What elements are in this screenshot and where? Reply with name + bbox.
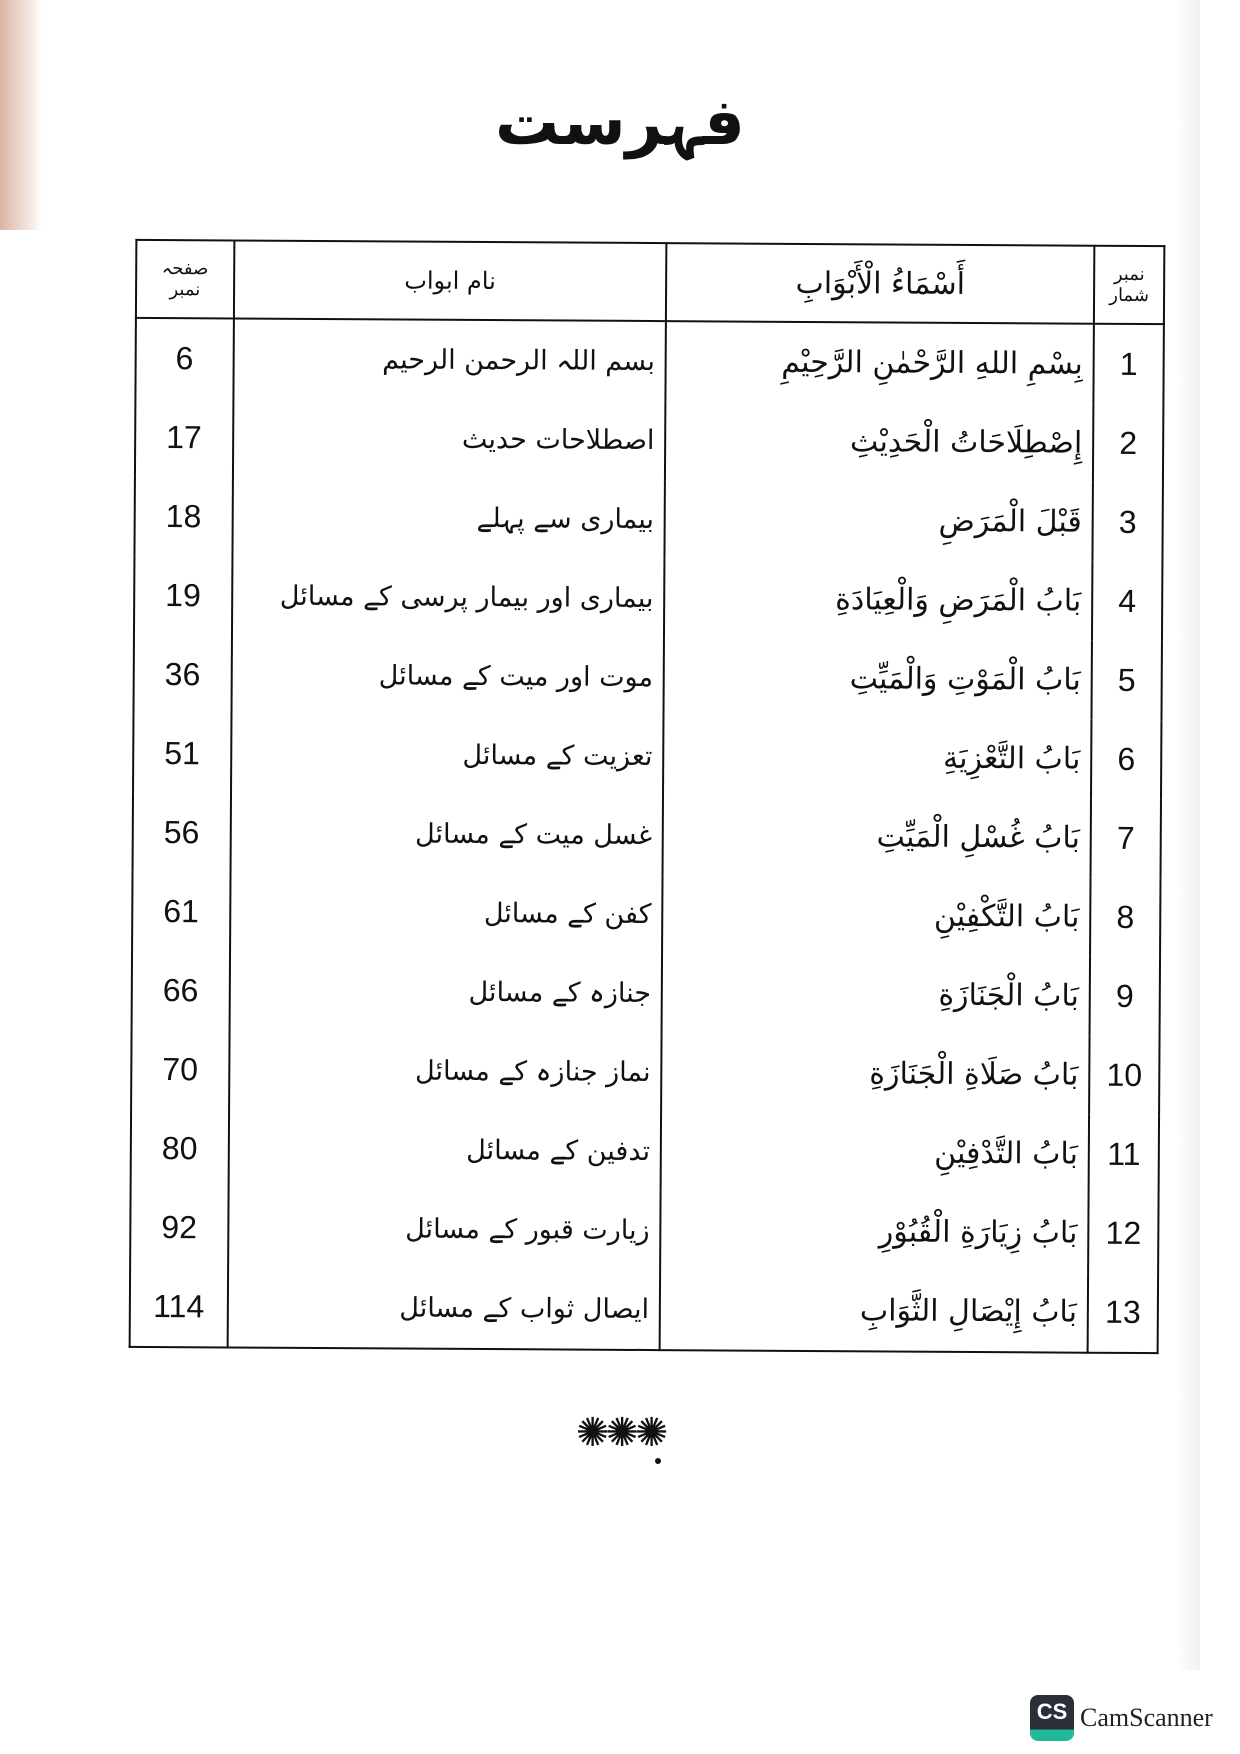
serial-cell: 6 bbox=[1091, 719, 1162, 800]
page-number-cell: 18 bbox=[134, 476, 233, 557]
arabic-title-cell: إِصْطِلَاحَاتُ الْحَدِيْثِ bbox=[665, 401, 1094, 483]
page-number-cell: 17 bbox=[134, 397, 234, 478]
scan-right-shadow bbox=[1176, 0, 1200, 1670]
serial-cell: 7 bbox=[1090, 798, 1161, 879]
arabic-title-cell: بَابُ غُسْلِ الْمَيِّتِ bbox=[662, 796, 1092, 878]
page-number-cell: 66 bbox=[131, 950, 230, 1031]
urdu-title-cell: بسم اللہ الرحمن الرحیم bbox=[233, 318, 667, 402]
urdu-title-cell: تعزیت کے مسائل bbox=[230, 714, 664, 797]
serial-cell: 5 bbox=[1091, 640, 1162, 721]
urdu-title-cell: موت اور میت کے مسائل bbox=[231, 635, 665, 718]
page-number-cell: 92 bbox=[130, 1187, 229, 1268]
arabic-title-cell: قَبْلَ الْمَرَضِ bbox=[664, 480, 1094, 562]
arabic-title-cell: بَابُ زِيَارَةِ الْقُبُوْرِ bbox=[660, 1191, 1089, 1273]
table-row: 11 بَابُ التَّدْفِيْنِ تدفین کے مسائل 80 bbox=[130, 1108, 1160, 1195]
table-row: 5 بَابُ الْمَوْتِ وَالْمَيِّتِ موت اور میت… bbox=[133, 634, 1162, 721]
urdu-title-cell: زیارت قبور کے مسائل bbox=[227, 1188, 661, 1271]
header-page: صفحہ نمبر bbox=[135, 239, 235, 319]
arabic-title-cell: بَابُ الْمَوْتِ وَالْمَيِّتِ bbox=[663, 638, 1093, 720]
serial-cell: 11 bbox=[1088, 1114, 1160, 1195]
table-row: 8 بَابُ التَّكْفِيْنِ کفن کے مسائل 61 bbox=[132, 871, 1161, 958]
table-row: 1 بِسْمِ اللهِ الرَّحْمٰنِ الرَّحِيْمِ بسم… bbox=[135, 317, 1164, 405]
arabic-title-cell: بَابُ صَلَاةِ الْجَنَازَةِ bbox=[661, 1033, 1090, 1115]
page-number-cell: 70 bbox=[131, 1029, 230, 1110]
urdu-title-cell: اصطلاحات حدیث bbox=[232, 398, 666, 481]
serial-cell: 8 bbox=[1090, 877, 1161, 958]
table-row: 7 بَابُ غُسْلِ الْمَيِّتِ غسل میت کے مسائل… bbox=[132, 792, 1161, 879]
contents-table: نمبر شمار أَسْمَاءُ الْأَبْوَابِ نام ابو… bbox=[129, 239, 1166, 1354]
serial-cell: 4 bbox=[1092, 561, 1163, 642]
page-number-cell: 6 bbox=[135, 317, 234, 399]
urdu-title-cell: بیماری سے پہلے bbox=[232, 477, 666, 560]
arabic-title-cell: بَابُ التَّكْفِيْنِ bbox=[662, 875, 1091, 957]
serial-cell: 12 bbox=[1088, 1193, 1159, 1274]
arabic-title-cell: بَابُ التَّدْفِيْنِ bbox=[660, 1112, 1090, 1194]
urdu-title-cell: تدفین کے مسائل bbox=[228, 1109, 662, 1192]
table-row: 12 بَابُ زِيَارَةِ الْقُبُوْرِ زیارت قبور … bbox=[130, 1187, 1159, 1274]
camscanner-text: CamScanner bbox=[1080, 1703, 1213, 1732]
urdu-title-cell: ایصال ثواب کے مسائل bbox=[227, 1267, 661, 1351]
scan-edge-shadow bbox=[0, 0, 42, 230]
table-row: 3 قَبْلَ الْمَرَضِ بیماری سے پہلے 18 bbox=[134, 476, 1163, 563]
arabic-title-cell: بَابُ الْجَنَازَةِ bbox=[661, 954, 1091, 1036]
urdu-title-cell: غسل میت کے مسائل bbox=[230, 793, 664, 876]
camscanner-watermark: CS CamScanner bbox=[1030, 1695, 1213, 1741]
header-serial: نمبر شمار bbox=[1094, 245, 1165, 325]
arabic-title-cell: بَابُ التَّعْزِيَةِ bbox=[663, 717, 1092, 799]
page-number-cell: 36 bbox=[133, 634, 232, 715]
page-number-cell: 56 bbox=[132, 792, 231, 873]
urdu-title-cell: نماز جنازہ کے مسائل bbox=[228, 1030, 662, 1113]
page-title: فہرست bbox=[495, 86, 745, 160]
serial-cell: 2 bbox=[1093, 403, 1164, 484]
urdu-title-cell: بیماری اور بیمار پرسی کے مسائل bbox=[231, 556, 665, 639]
urdu-title-cell: جنازہ کے مسائل bbox=[229, 951, 663, 1034]
page-number-cell: 19 bbox=[133, 555, 233, 636]
ornament-stars: ✺✺✺ bbox=[575, 1410, 669, 1456]
scan-speck bbox=[655, 1458, 661, 1464]
page-number-cell: 80 bbox=[130, 1108, 229, 1189]
page-number-cell: 51 bbox=[133, 713, 232, 794]
serial-cell: 1 bbox=[1093, 323, 1164, 405]
serial-cell: 13 bbox=[1087, 1272, 1159, 1354]
table-row: 4 بَابُ الْمَرَضِ وَالْعِيَادَةِ بیماری او… bbox=[133, 555, 1163, 642]
page-number-cell: 114 bbox=[129, 1266, 228, 1348]
page-number-cell: 61 bbox=[132, 871, 231, 952]
header-urdu: نام ابواب bbox=[233, 240, 667, 322]
header-arabic: أَسْمَاءُ الْأَبْوَابِ bbox=[666, 243, 1095, 324]
serial-cell: 3 bbox=[1092, 482, 1163, 563]
camscanner-logo-icon: CS bbox=[1030, 1695, 1074, 1741]
arabic-title-cell: بِسْمِ اللهِ الرَّحْمٰنِ الرَّحِيْمِ bbox=[665, 321, 1095, 404]
table-row: 6 بَابُ التَّعْزِيَةِ تعزیت کے مسائل 51 bbox=[133, 713, 1162, 800]
serial-cell: 9 bbox=[1089, 956, 1161, 1037]
table-row: 10 بَابُ صَلَاةِ الْجَنَازَةِ نماز جنازہ ک… bbox=[131, 1029, 1160, 1116]
urdu-title-cell: کفن کے مسائل bbox=[229, 872, 663, 955]
arabic-title-cell: بَابُ الْمَرَضِ وَالْعِيَادَةِ bbox=[664, 559, 1093, 641]
table-row: 2 إِصْطِلَاحَاتُ الْحَدِيْثِ اصطلاحات حدیث… bbox=[134, 397, 1164, 484]
table-header-row: نمبر شمار أَسْمَاءُ الْأَبْوَابِ نام ابو… bbox=[135, 239, 1165, 325]
table-row: 13 بَابُ إِيْصَالِ الثَّوَابِ ایصال ثواب ک… bbox=[129, 1266, 1159, 1354]
table-row: 9 بَابُ الْجَنَازَةِ جنازہ کے مسائل 66 bbox=[131, 950, 1161, 1037]
serial-cell: 10 bbox=[1089, 1035, 1160, 1116]
arabic-title-cell: بَابُ إِيْصَالِ الثَّوَابِ bbox=[659, 1270, 1089, 1353]
